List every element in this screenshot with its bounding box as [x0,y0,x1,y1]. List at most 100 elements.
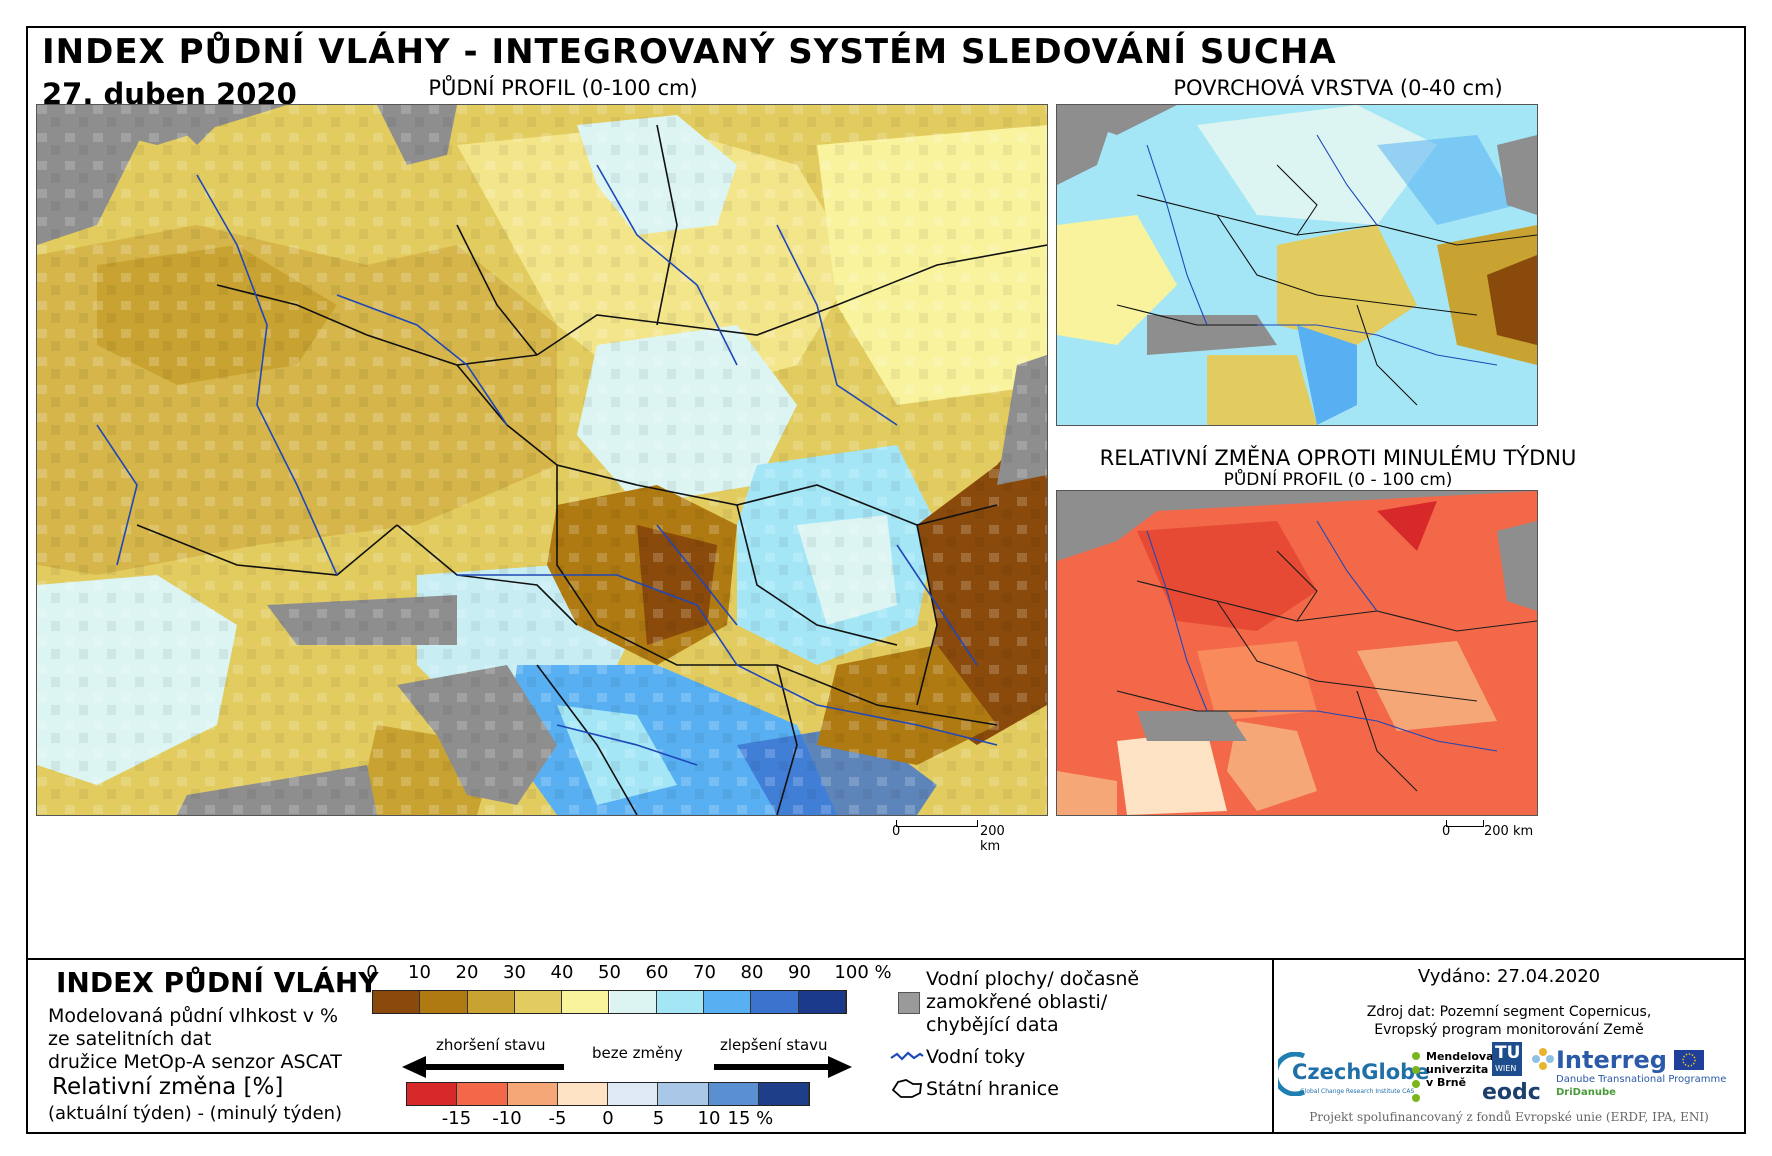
tick-label: -5 [548,1108,567,1129]
interreg-text: Interreg [1556,1046,1667,1074]
tu-sub-text: WIEN [1495,1064,1517,1073]
czechglobe-arc-icon [1278,1052,1306,1096]
arrow-better-label: zlepšení stavu [720,1036,828,1054]
mendel-text: Mendelova univerzita v Brně [1426,1050,1494,1089]
border-label: Státní hranice [926,1078,1059,1100]
main-soil-moisture-map [36,104,1048,816]
scale-end-label: 200 km [1484,824,1534,839]
scale-zero-label: 0 [892,824,901,839]
figure-title: INDEX PŮDNÍ VLÁHY - INTEGROVANÝ SYSTÉM S… [42,32,1337,72]
change-legend-desc: (aktuální týden) - (minulý týden) [48,1103,343,1124]
tick-label: 50 [598,962,621,983]
change-color-swatch [507,1083,558,1105]
change-tick-labels: -15 -10 -5 0 5 10 15 % [406,1108,810,1132]
legend-title: INDEX PŮDNÍ VLÁHY [56,966,379,999]
index-color-swatch [609,991,657,1013]
tick-label: 20 [455,962,479,983]
interreg-subtext: Danube Transnational Programme [1556,1074,1727,1085]
eodc-logo-text: eodc [1482,1080,1541,1105]
tu-eodc-logos: TU WIEN eodc [1482,1042,1541,1114]
legend-description: Modelovaná půdní vlhkost v % ze satelitn… [48,1005,342,1074]
relative-change-map [1056,490,1538,816]
index-color-swatch [751,991,799,1013]
index-tick-labels: 0 10 20 30 40 50 60 70 80 90 100 % [366,962,891,986]
index-color-swatch [798,991,846,1013]
water-area-swatch [898,992,920,1014]
issued-date: Vydáno: 27.04.2020 [1417,966,1601,987]
index-color-swatch [373,991,421,1013]
change-map-subtitle: PŮDNÍ PROFIL (0 - 100 cm) [1223,470,1453,490]
tick-label: 5 [652,1108,665,1129]
main-scale-bar: 0 200 km [888,818,1028,854]
source-line: Zdroj dat: Pozemní segment Copernicus, [1366,1004,1652,1020]
eu-flag-icon [1674,1050,1704,1070]
tick-label: 60 [645,962,669,983]
surface-map-title: POVRCHOVÁ VRSTVA (0-40 cm) [1173,76,1503,100]
tick-label: 100 % [834,962,892,983]
index-color-swatch [656,991,705,1013]
change-color-swatch [457,1083,508,1105]
small-scale-bar: 0 200 km [1438,818,1548,840]
water-area-label: Vodní plochy/ dočasně zamokřené oblasti/… [926,968,1139,1037]
mendel-line: univerzita [1426,1063,1489,1076]
tu-text: TU [1495,1043,1521,1063]
river-label: Vodní toky [926,1046,1026,1068]
mendel-dots-icon [1412,1052,1420,1102]
tick-label: 0 [366,962,378,983]
main-map-title: PŮDNÍ PROFIL (0-100 cm) [428,76,698,100]
change-color-swatch [557,1083,608,1105]
czechglobe-text: CzechGlobe [1292,1060,1430,1084]
change-color-swatch [608,1083,659,1105]
tick-label: -10 [492,1108,522,1129]
scale-zero-label: 0 [1442,824,1451,839]
legend-desc-line: Modelovaná půdní vlhkost v % [48,1005,339,1027]
change-color-swatch [708,1083,759,1105]
change-color-swatch [658,1083,709,1105]
change-map-title: RELATIVNÍ ZMĚNA OPROTI MINULÉMU TÝDNU [1099,446,1577,470]
scale-bar-line [1446,820,1484,827]
tick-label: 70 [693,962,716,983]
index-color-swatch [420,991,468,1013]
figure-frame: INDEX PŮDNÍ VLÁHY - INTEGROVANÝ SYSTÉM S… [26,26,1746,1134]
arrow-worse-label: zhoršení stavu [436,1036,546,1054]
scale-end-label: 200 km [980,824,1005,854]
index-color-swatch [514,991,563,1013]
footer-text: Projekt spolufinancovaný z fondů Evropsk… [1309,1110,1709,1124]
tick-label: 15 % [727,1108,774,1129]
water-label-line: Vodní plochy/ dočasně [926,968,1140,990]
tick-label: 10 [697,1108,721,1129]
left-arrow-icon [402,1056,564,1078]
tick-label: 80 [740,962,764,983]
czechglobe-subtext: Global Change Research Institute CAS [1300,1088,1415,1095]
arrow-same-label: beze změny [592,1044,683,1062]
index-color-scale [372,990,847,1014]
change-color-scale [406,1082,810,1106]
water-label-line: zamokřené oblasti/ [926,991,1108,1013]
index-color-swatch [467,991,515,1013]
tick-label: 10 [408,962,431,983]
tick-label: -15 [441,1108,472,1129]
source-line: Evropský program monitorování Země [1374,1022,1644,1038]
scale-bar-line [896,820,978,827]
interreg-flower-icon [1532,1048,1554,1070]
interreg-logo: Interreg Danube Transnational Programme … [1528,1044,1738,1110]
change-direction-arrows: zhoršení stavu beze změny zlepšení stavu [402,1036,852,1080]
index-color-swatch [562,991,610,1013]
change-color-swatch [407,1083,458,1105]
legend-desc-line: ze satelitních dat [48,1028,212,1050]
mendel-logo: Mendelova univerzita v Brně [1410,1048,1494,1106]
index-color-swatch [704,991,752,1013]
change-color-swatch [758,1083,809,1105]
index-colorbar: 0 10 20 30 40 50 60 70 80 90 100 % [366,962,892,1032]
mendel-line: v Brně [1426,1076,1467,1089]
data-source: Zdroj dat: Pozemní segment Copernicus, E… [1274,1003,1744,1039]
legend-divider [28,958,1744,960]
mendel-line: Mendelova [1426,1050,1494,1063]
water-label-line: chybějící data [926,1014,1059,1036]
change-legend-title: Relativní změna [%] [52,1074,284,1100]
tick-label: 90 [788,962,811,983]
right-arrow-icon [714,1056,852,1078]
arrows-graphic [402,1056,852,1078]
surface-layer-map [1056,104,1538,426]
czechglobe-logo: CzechGlobe Global Change Research Instit… [1278,1046,1429,1106]
